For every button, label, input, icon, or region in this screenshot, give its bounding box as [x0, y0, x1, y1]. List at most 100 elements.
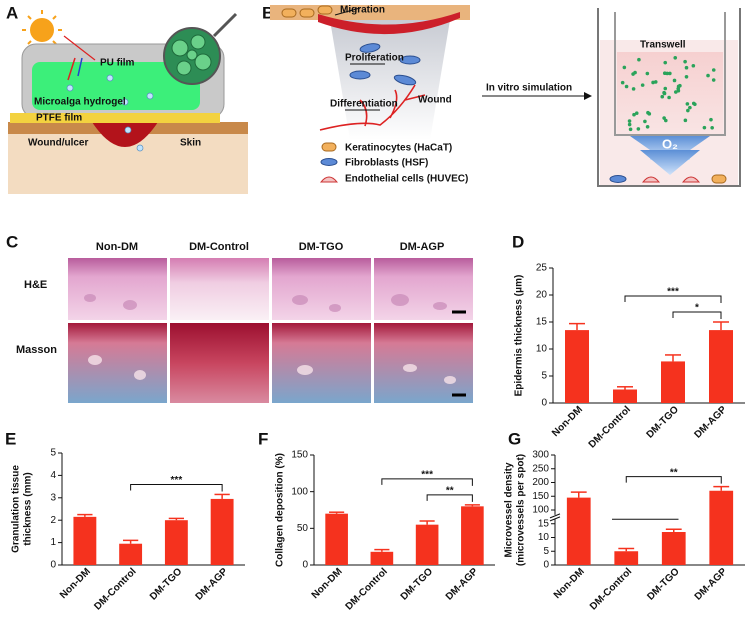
y-tick-label: 100: [532, 505, 549, 516]
y-axis-label: thickness (mm): [23, 472, 34, 545]
y-tick-label: 0: [50, 560, 56, 571]
algae-dot: [665, 71, 669, 76]
label: In vitro simulation: [486, 83, 572, 94]
axis-break: [551, 514, 559, 519]
bar: [325, 513, 348, 565]
fibroblasts: [349, 43, 421, 86]
o2-bubbles: [66, 74, 154, 152]
bar: [370, 551, 394, 565]
algae-dot: [637, 57, 641, 62]
histology-image: [170, 258, 269, 320]
y-tick-label: 25: [536, 263, 548, 274]
y-tick-label: 2: [50, 515, 56, 526]
bar: [566, 497, 591, 565]
label: Differentiation: [330, 99, 398, 110]
column-header: DM-TGO: [299, 241, 344, 253]
row-header: H&E: [24, 279, 47, 291]
bar: [613, 389, 637, 403]
bar: [164, 520, 188, 565]
y-tick-label: 10: [538, 532, 550, 543]
label: Skin: [180, 138, 201, 149]
label: Microalga hydrogel: [34, 97, 126, 108]
y-tick-label: 150: [291, 450, 308, 461]
algae-dot: [668, 71, 672, 76]
well-wall: [597, 8, 741, 187]
algae-dot: [688, 105, 692, 110]
significance-label: ***: [171, 475, 183, 486]
y-tick-label: 20: [536, 290, 548, 301]
significance-bracket: [672, 311, 722, 319]
significance-label: ***: [421, 470, 433, 481]
column-header: Non-DM: [96, 241, 138, 253]
algae-dot: [709, 117, 713, 122]
algae-dot: [634, 111, 639, 115]
significance-bracket: [624, 295, 722, 303]
column-header: DM-Control: [189, 241, 249, 253]
panel-letter: A: [6, 3, 18, 22]
label: PTFE film: [36, 113, 82, 124]
bar: [709, 330, 733, 403]
panel-a: A PU film Microalga hydrogel PTFE film W…: [6, 3, 248, 194]
panel-letter: F: [258, 429, 268, 448]
y-tick-label: 5: [541, 371, 547, 382]
significance-bracket: [625, 476, 722, 484]
legend-icon: [320, 158, 338, 166]
y-tick-label: 250: [532, 463, 549, 474]
label: Wound: [418, 95, 452, 106]
light-ray: [77, 57, 83, 77]
x-tick-label: DM-TGO: [645, 566, 682, 603]
bar: [709, 490, 734, 565]
tissue-texture: [84, 294, 447, 312]
cell: [641, 176, 661, 183]
y-axis-label: Epidermis thickness (μm): [514, 275, 525, 397]
algae-dot: [702, 125, 707, 130]
axis-break: [549, 516, 561, 522]
algae-dot: [632, 112, 636, 117]
hydrogel: [32, 62, 200, 110]
legend-entry: Endothelial cells (HUVEC): [345, 174, 468, 185]
x-tick-label: DM-Control: [588, 566, 634, 612]
panel-b: B Migration Proliferation Wound Differen…: [262, 3, 741, 187]
algae-dot: [663, 86, 668, 91]
wound: [92, 122, 158, 147]
algae-dot: [683, 59, 687, 64]
x-tick-label: DM-TGO: [399, 566, 436, 603]
significance-label: ***: [667, 287, 679, 298]
algae-dot: [684, 74, 689, 79]
y-axis-label: Granulation tissue: [11, 465, 22, 553]
y-axis-label: Microvessel density: [504, 462, 515, 557]
lens-handle: [212, 12, 238, 38]
x-tick-label: Non-DM: [58, 566, 93, 601]
arrows: [334, 7, 385, 111]
bar: [565, 330, 589, 403]
x-tick-label: DM-Control: [587, 404, 633, 450]
y-tick-label: 5: [543, 546, 549, 557]
x-tick-label: DM-AGP: [444, 566, 481, 603]
algae-dot: [651, 80, 655, 85]
algae-dot: [653, 80, 658, 84]
algae-dot: [624, 84, 629, 89]
y-tick-label: 4: [50, 470, 56, 481]
bar: [661, 361, 685, 403]
significance-label: **: [446, 486, 454, 497]
panel-letter: E: [5, 429, 16, 448]
vessels: [319, 84, 426, 131]
label: O₂: [662, 136, 678, 151]
algae-dot: [663, 60, 668, 65]
y-tick-label: 1: [50, 537, 56, 548]
label: Transwell: [640, 40, 686, 51]
histology-image: [272, 258, 371, 320]
y-tick-label: 0: [302, 560, 308, 571]
bar: [614, 551, 639, 565]
algae-dot: [684, 65, 689, 70]
insert: [617, 52, 723, 134]
algae-dot: [627, 119, 632, 123]
x-tick-label: DM-Control: [92, 566, 138, 612]
y-axis-label: Collagen deposition (%): [275, 453, 286, 567]
y-tick-label: 50: [297, 523, 309, 534]
algae-dot: [691, 101, 696, 106]
bar: [119, 543, 143, 565]
keratinocytes: [281, 5, 333, 18]
legend-entry: Keratinocytes (HaCaT): [345, 143, 452, 154]
y-tick-label: 300: [532, 450, 549, 461]
